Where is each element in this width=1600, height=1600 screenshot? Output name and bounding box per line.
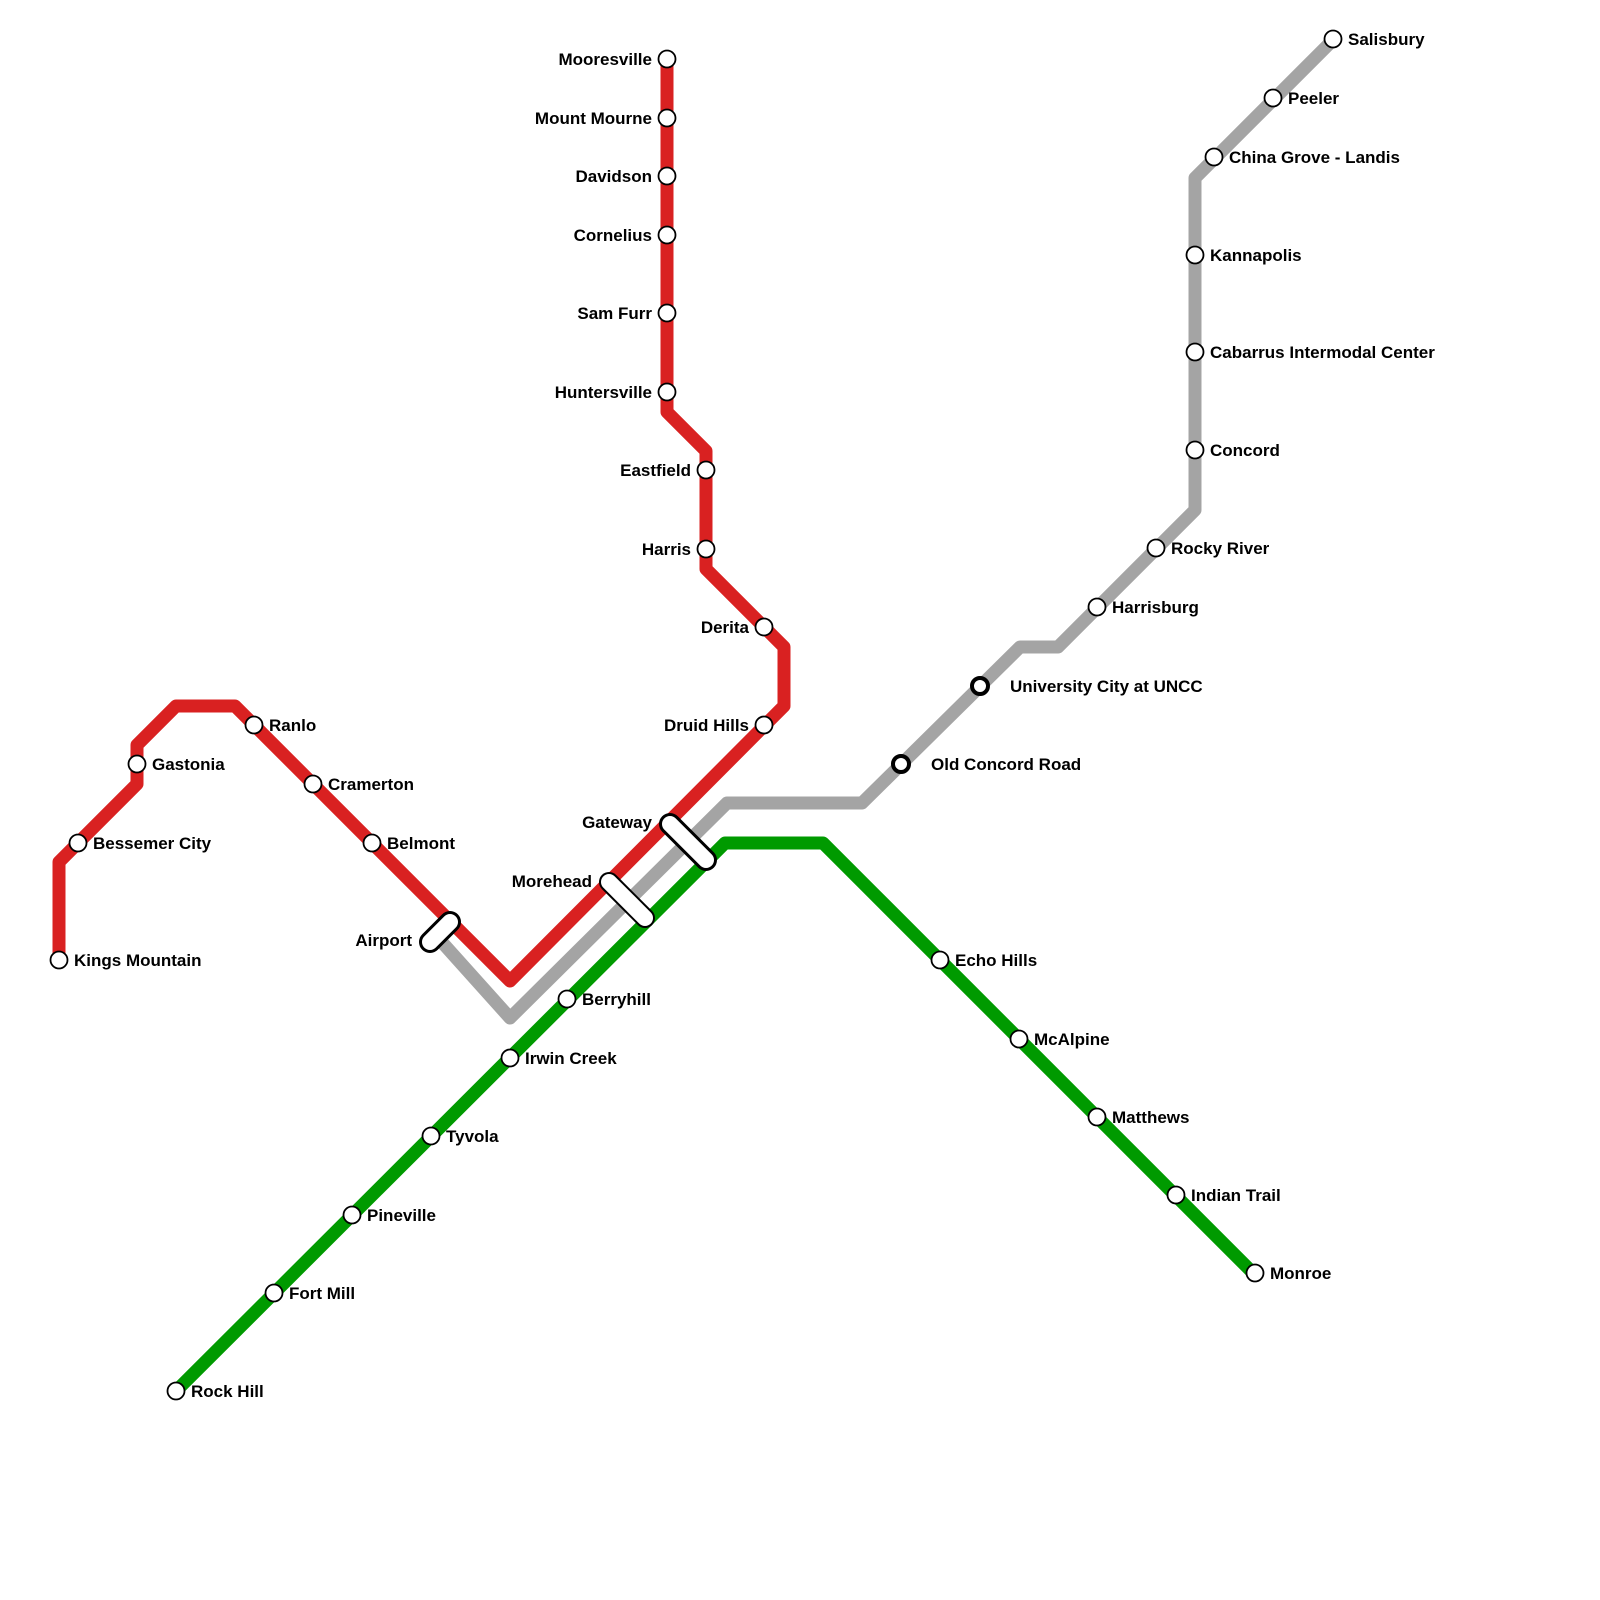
station-label-mooresville: Mooresville	[558, 50, 652, 69]
station-bessemer-city[interactable]	[68, 833, 88, 853]
interchange-fill	[601, 874, 653, 926]
station-label-druid-hills: Druid Hills	[664, 716, 749, 735]
station-label-peeler: Peeler	[1288, 89, 1339, 108]
station-mooresville[interactable]	[657, 49, 677, 69]
station-label-belmont: Belmont	[387, 834, 455, 853]
station-ranlo[interactable]	[244, 715, 264, 735]
station-mount-mourne[interactable]	[657, 108, 677, 128]
station-fort-mill[interactable]	[264, 1283, 284, 1303]
station-label-irwin-creek: Irwin Creek	[525, 1049, 617, 1068]
station-label-old-concord: Old Concord Road	[931, 755, 1081, 774]
station-label-fort-mill: Fort Mill	[289, 1284, 355, 1303]
station-label-tyvola: Tyvola	[446, 1127, 499, 1146]
station-label-cramerton: Cramerton	[328, 775, 414, 794]
station-label-monroe: Monroe	[1270, 1264, 1331, 1283]
station-belmont[interactable]	[362, 833, 382, 853]
station-label-university-city: University City at UNCC	[1010, 677, 1203, 696]
station-mcalpine[interactable]	[1009, 1029, 1029, 1049]
gray-line	[435, 35, 1338, 1025]
station-label-kings-mountain: Kings Mountain	[74, 951, 201, 970]
station-label-salisbury: Salisbury	[1348, 30, 1425, 49]
station-huntersville[interactable]	[657, 382, 677, 402]
station-harrisburg[interactable]	[1087, 597, 1107, 617]
station-label-morehead: Morehead	[512, 872, 592, 891]
station-druid-hills[interactable]	[754, 715, 774, 735]
station-label-gastonia: Gastonia	[152, 755, 225, 774]
station-label-echo-hills: Echo Hills	[955, 951, 1037, 970]
station-berryhill[interactable]	[557, 989, 577, 1009]
station-eastfield[interactable]	[696, 460, 716, 480]
station-label-bessemer-city: Bessemer City	[93, 834, 212, 853]
station-kings-mountain[interactable]	[49, 950, 69, 970]
station-label-derita: Derita	[701, 618, 750, 637]
green-line	[171, 836, 1260, 1396]
red-line	[52, 59, 791, 988]
station-sam-furr[interactable]	[657, 303, 677, 323]
station-peeler[interactable]	[1263, 88, 1283, 108]
station-label-davidson: Davidson	[575, 167, 652, 186]
station-cramerton[interactable]	[303, 774, 323, 794]
station-label-rocky-river: Rocky River	[1171, 539, 1270, 558]
station-matthews[interactable]	[1087, 1107, 1107, 1127]
station-pineville[interactable]	[342, 1205, 362, 1225]
interchange-fill	[422, 914, 458, 950]
station-rocky-river[interactable]	[1146, 538, 1166, 558]
station-label-airport: Airport	[355, 931, 412, 950]
interchange-morehead[interactable]	[599, 872, 655, 928]
station-label-rock-hill: Rock Hill	[191, 1382, 264, 1401]
labels: Mooresville Mount Mourne Davidson Cornelius…	[74, 30, 1435, 1401]
station-indian-trail[interactable]	[1166, 1185, 1186, 1205]
station-cabarrus[interactable]	[1185, 342, 1205, 362]
station-label-mcalpine: McAlpine	[1034, 1030, 1110, 1049]
station-label-concord: Concord	[1210, 441, 1280, 460]
station-harris[interactable]	[696, 539, 716, 559]
station-derita[interactable]	[754, 617, 774, 637]
station-label-harrisburg: Harrisburg	[1112, 598, 1199, 617]
station-label-pineville: Pineville	[367, 1206, 436, 1225]
station-concord[interactable]	[1185, 440, 1205, 460]
station-cornelius[interactable]	[657, 225, 677, 245]
station-tyvola[interactable]	[421, 1126, 441, 1146]
interchange-fill	[662, 816, 714, 868]
station-china-grove[interactable]	[1204, 147, 1224, 167]
station-label-eastfield: Eastfield	[620, 461, 691, 480]
station-label-kannapolis: Kannapolis	[1210, 246, 1302, 265]
station-label-cabarrus: Cabarrus Intermodal Center	[1210, 343, 1435, 362]
station-label-berryhill: Berryhill	[582, 990, 651, 1009]
station-gastonia[interactable]	[127, 754, 147, 774]
station-irwin-creek[interactable]	[500, 1048, 520, 1068]
station-label-gateway: Gateway	[582, 813, 652, 832]
station-label-indian-trail: Indian Trail	[1191, 1186, 1281, 1205]
station-rock-hill[interactable]	[166, 1381, 186, 1401]
station-label-huntersville: Huntersville	[555, 383, 652, 402]
station-label-ranlo: Ranlo	[269, 716, 316, 735]
station-label-mount-mourne: Mount Mourne	[535, 109, 652, 128]
station-davidson[interactable]	[657, 166, 677, 186]
station-label-harris: Harris	[642, 540, 691, 559]
interchange-gateway[interactable]	[659, 813, 717, 871]
station-salisbury[interactable]	[1323, 29, 1343, 49]
station-label-china-grove: China Grove - Landis	[1229, 148, 1400, 167]
station-label-matthews: Matthews	[1112, 1108, 1189, 1127]
interchange-airport[interactable]	[419, 911, 461, 953]
station-echo-hills[interactable]	[930, 950, 950, 970]
station-old-concord[interactable]	[891, 754, 911, 774]
stations	[49, 29, 1343, 1401]
lines	[52, 35, 1338, 1396]
station-monroe[interactable]	[1245, 1263, 1265, 1283]
station-label-cornelius: Cornelius	[574, 226, 652, 245]
station-label-sam-furr: Sam Furr	[577, 304, 652, 323]
station-kannapolis[interactable]	[1185, 245, 1205, 265]
station-university-city[interactable]	[970, 676, 990, 696]
